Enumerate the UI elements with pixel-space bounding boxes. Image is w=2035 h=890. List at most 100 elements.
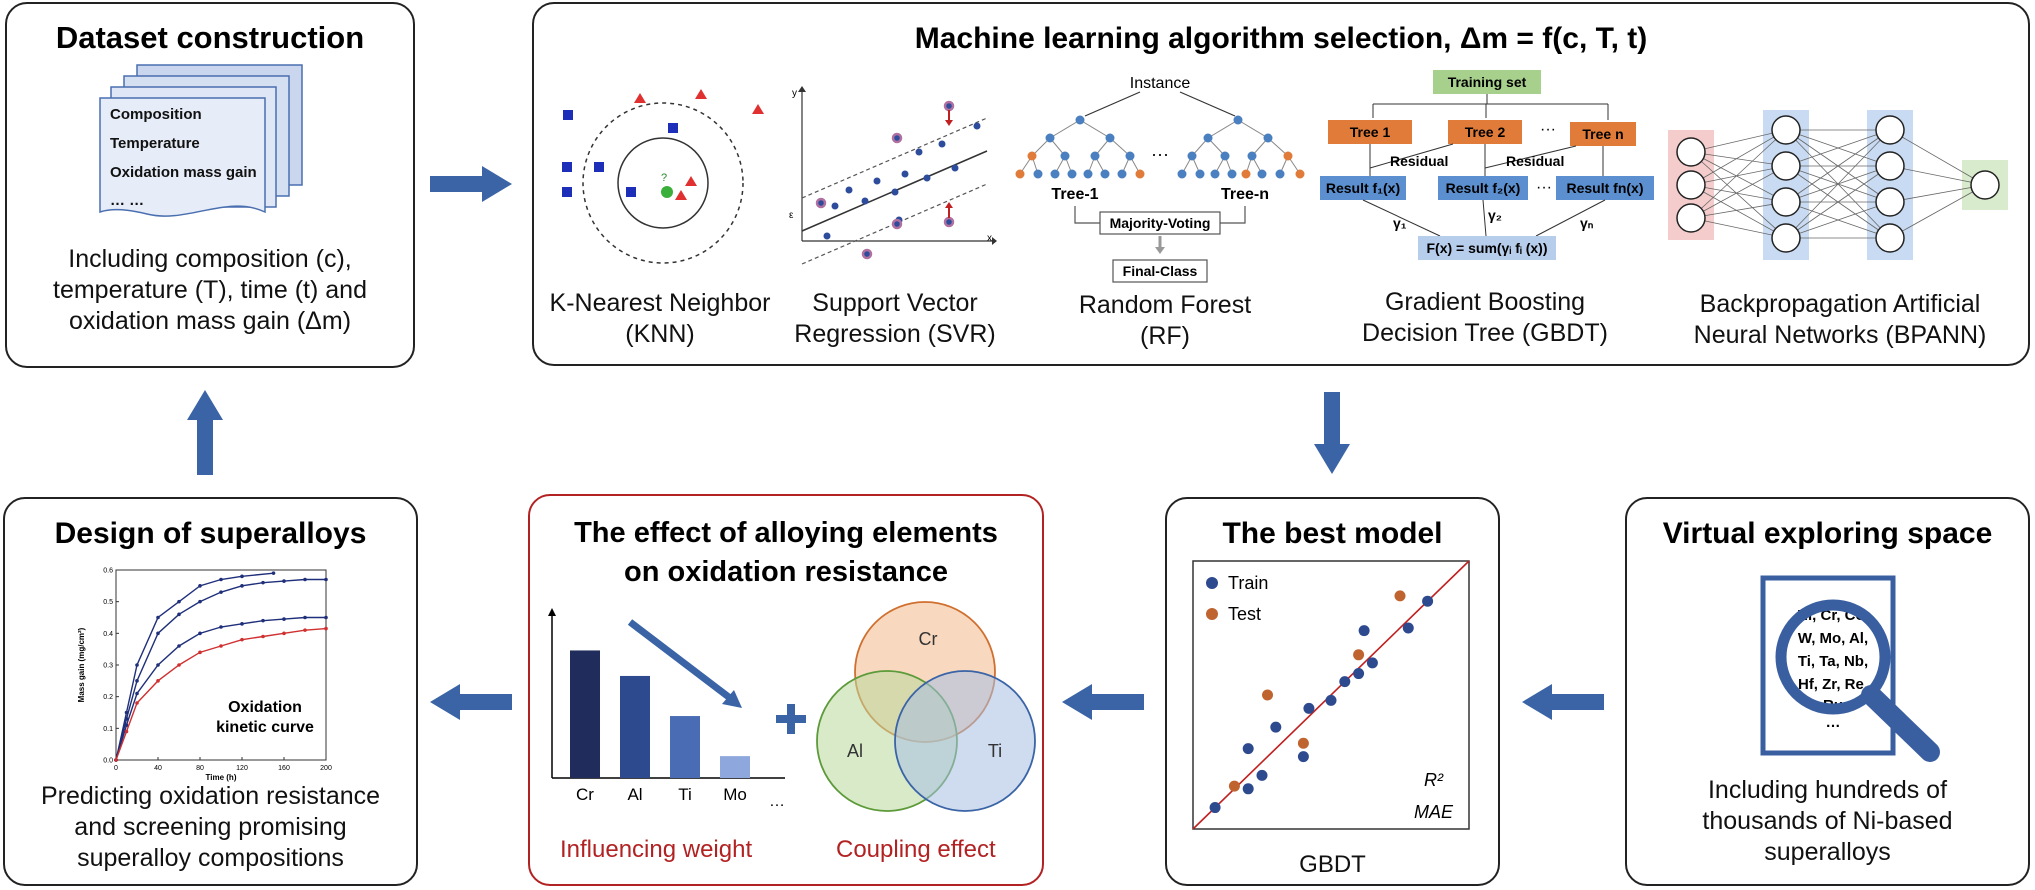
- kinetic-x-tick-label: 200: [320, 765, 332, 772]
- bpann-link: [1690, 165, 1787, 186]
- weight-bar: [620, 675, 650, 778]
- kinetic-y-tick-label: 0.1: [103, 726, 113, 733]
- gbdt-label: Gradient Boosting Decision Tree (GBDT): [1362, 288, 1608, 347]
- kinetic-point: [177, 644, 181, 648]
- kinetic-ylabel: Mass gain (mg/cm²): [77, 627, 86, 702]
- parity-point-train: [1325, 694, 1337, 706]
- rf-voting-label: Majority-Voting: [1110, 215, 1211, 231]
- doc-line-mass-gain: Oxidation mass gain: [110, 164, 257, 181]
- kinetic-x-tick-label: 40: [154, 765, 162, 772]
- kinetic-point: [240, 574, 244, 579]
- bpann-label: Backpropagation Artificial Neural Networ…: [1693, 290, 1987, 349]
- plus-icon: [776, 704, 806, 734]
- kinetic-point: [124, 717, 129, 721]
- kinetic-point: [198, 631, 202, 636]
- kinetic-point: [177, 599, 181, 604]
- gbdt-resultn: Result fn(x): [1567, 180, 1644, 196]
- svr-eps-label: ε: [789, 210, 794, 221]
- rf-illustration: Instance ··· Tree-1 Tree-n Majo: [1015, 75, 1305, 283]
- bpann-link: [1690, 129, 1787, 219]
- kinetic-point: [124, 723, 129, 727]
- kinetic-point: [303, 577, 307, 582]
- virtual-title: Virtual exploring space: [1662, 517, 1993, 550]
- kinetic-x-tick-label: 120: [236, 765, 248, 772]
- coupling-venn-diagram: Cr Al Ti: [816, 601, 1036, 812]
- kinetic-point: [156, 615, 160, 620]
- gbdt-gamma1: γ₁: [1393, 215, 1407, 231]
- parity-point-train: [1339, 676, 1351, 688]
- kinetic-series-line: [115, 627, 327, 761]
- gbdt-residual-1: Residual: [1390, 153, 1448, 169]
- kinetic-y-tick-label: 0.3: [103, 663, 113, 670]
- virtual-space-panel: Virtual exploring space Including hundre…: [1625, 497, 2030, 886]
- svr-y-label: y: [792, 88, 797, 99]
- gbdt-tree2: Tree 2: [1465, 124, 1506, 140]
- gbdt-gamma2: γ₂: [1488, 207, 1502, 223]
- parity-point-train: [1366, 657, 1378, 669]
- svr-x-label: x: [987, 233, 992, 244]
- parity-point-train: [1358, 625, 1370, 637]
- gbdt-formula: F(x) = sum(γᵢ fᵢ (x)): [1426, 240, 1547, 256]
- rf-instance-label: Instance: [1130, 75, 1191, 92]
- kinetic-point: [177, 612, 181, 617]
- kinetic-point: [114, 758, 118, 762]
- svr-illustration: y x ε: [789, 86, 997, 265]
- doc-line-temperature: Temperature: [110, 135, 200, 152]
- kinetic-point: [261, 634, 265, 639]
- kinetic-point: [261, 580, 265, 585]
- kinetic-point: [135, 663, 139, 667]
- parity-point-test: [1297, 737, 1309, 749]
- bpann-link: [1889, 184, 1986, 203]
- parity-point-train: [1242, 783, 1254, 795]
- gbdt-treen: Tree n: [1582, 126, 1623, 142]
- gbdt-training-set: Training set: [1448, 74, 1527, 90]
- knn-illustration: ?: [562, 89, 764, 264]
- parity-point-train: [1303, 702, 1315, 714]
- legend-train: Train: [1228, 573, 1268, 593]
- weight-bar: [720, 756, 750, 778]
- parity-point-train: [1209, 802, 1221, 814]
- gbdt-dots-bottom: ···: [1536, 179, 1552, 196]
- document-stack-icon: [99, 64, 303, 217]
- weight-bar-label: Cr: [576, 785, 594, 804]
- gbdt-result1: Result f₁(x): [1326, 180, 1400, 196]
- kinetic-x-tick-label: 160: [278, 765, 290, 772]
- bpann-link: [1889, 184, 1986, 239]
- gbdt-illustration: Training set Tree 1 Tree 2 ··· Tree n Re…: [1320, 70, 1654, 260]
- arrow-up-icon: [187, 390, 223, 475]
- bpann-link: [1785, 165, 1891, 239]
- weight-bar-label: Mo: [723, 785, 747, 804]
- gbdt-residual-2: Residual: [1506, 153, 1564, 169]
- effect-title: The effect of alloying elements on oxida…: [574, 517, 998, 588]
- bpann-link: [1690, 151, 1787, 239]
- arrow-down-icon: [1314, 392, 1350, 474]
- bpann-link: [1690, 201, 1787, 219]
- rf-treen-label: Tree-n: [1221, 186, 1269, 203]
- kinetic-point: [198, 599, 202, 604]
- doc-line-composition: Composition: [110, 106, 202, 123]
- parity-point-train: [1270, 721, 1282, 733]
- elements-line4: Hf, Zr, Re,: [1798, 676, 1868, 693]
- bpann-link: [1690, 217, 1787, 239]
- bpann-link: [1690, 184, 1787, 239]
- best-title: The best model: [1222, 517, 1443, 550]
- arrow-left-icon-1: [430, 684, 512, 720]
- bpann-link: [1690, 151, 1787, 167]
- kinetic-point: [240, 637, 244, 642]
- venn-cr: Cr: [919, 629, 938, 649]
- bpann-link: [1889, 165, 1986, 186]
- rf-tree1-label: Tree-1: [1051, 186, 1098, 203]
- best-caption: GBDT: [1299, 851, 1366, 878]
- weight-bar-label: Ti: [678, 785, 692, 804]
- kinetic-point: [324, 615, 328, 620]
- arrow-left-icon-3: [1522, 684, 1604, 720]
- kinetic-point: [303, 628, 307, 632]
- parity-plot: Train Test R² MAE: [1192, 560, 1470, 830]
- kinetic-point: [219, 577, 223, 582]
- knn-label: K-Nearest Neighbor (KNN): [549, 289, 771, 348]
- kinetic-point: [282, 617, 286, 621]
- kinetic-point: [124, 729, 129, 734]
- kinetic-point: [135, 679, 139, 683]
- kinetic-y-tick-label: 0.6: [103, 568, 113, 575]
- kinetic-point: [282, 631, 286, 636]
